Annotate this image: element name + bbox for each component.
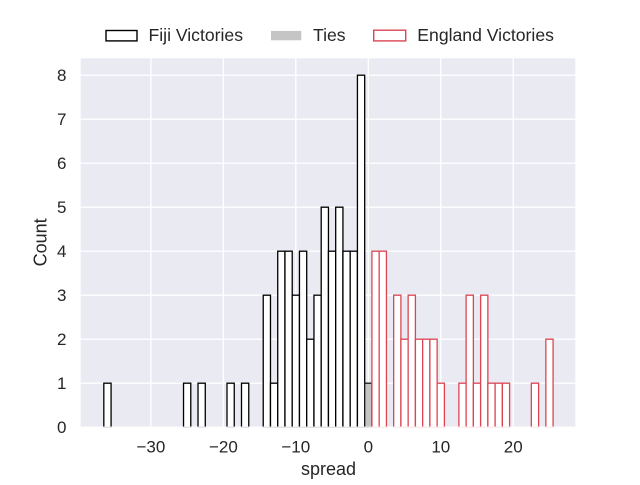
svg-text:3: 3 [57,286,66,305]
svg-text:−20: −20 [209,437,238,456]
svg-text:2: 2 [57,330,66,349]
svg-text:1: 1 [57,374,66,393]
svg-text:Count: Count [31,218,51,266]
svg-text:4: 4 [57,242,66,261]
svg-text:0: 0 [364,437,373,456]
svg-text:20: 20 [504,437,523,456]
svg-text:Ties: Ties [313,25,346,45]
svg-text:−10: −10 [281,437,310,456]
svg-text:7: 7 [57,110,66,129]
svg-text:Fiji Victories: Fiji Victories [149,25,244,45]
svg-text:8: 8 [57,66,66,85]
svg-text:−30: −30 [136,437,165,456]
svg-text:0: 0 [57,418,66,437]
svg-text:10: 10 [431,437,450,456]
svg-text:5: 5 [57,198,66,217]
svg-text:England Victories: England Victories [417,25,554,45]
svg-text:6: 6 [57,154,66,173]
svg-text:spread: spread [301,459,356,479]
